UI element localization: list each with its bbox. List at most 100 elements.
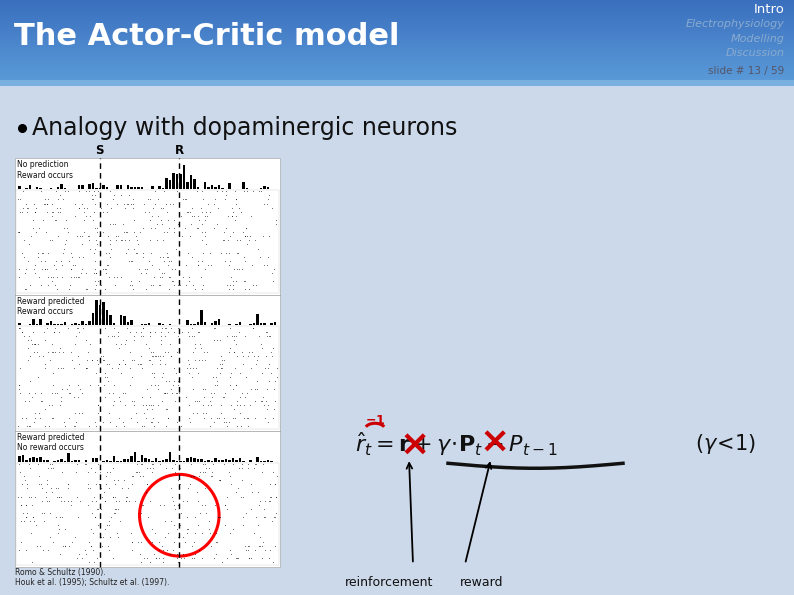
Bar xyxy=(141,187,144,189)
Bar xyxy=(88,184,91,189)
Bar xyxy=(21,455,25,462)
Bar xyxy=(120,184,122,189)
Bar xyxy=(203,322,206,325)
Bar xyxy=(200,311,203,325)
FancyBboxPatch shape xyxy=(0,11,794,12)
Bar xyxy=(137,461,140,462)
Bar xyxy=(172,173,175,189)
Bar xyxy=(18,186,21,189)
Bar xyxy=(36,187,38,189)
FancyBboxPatch shape xyxy=(0,70,794,71)
Bar xyxy=(207,187,210,189)
Bar xyxy=(78,460,80,462)
Bar xyxy=(218,186,221,189)
Text: Analogy with dopaminergic neurons: Analogy with dopaminergic neurons xyxy=(32,116,457,140)
Bar xyxy=(126,322,129,325)
Bar xyxy=(196,321,199,325)
FancyBboxPatch shape xyxy=(0,57,794,58)
Bar xyxy=(193,178,196,189)
Bar xyxy=(46,461,49,462)
Bar xyxy=(172,324,175,325)
Bar xyxy=(39,319,42,325)
Bar xyxy=(126,185,129,189)
FancyBboxPatch shape xyxy=(0,44,794,45)
Bar xyxy=(175,174,179,189)
Bar xyxy=(183,165,186,189)
FancyBboxPatch shape xyxy=(0,29,794,30)
Bar xyxy=(36,324,38,325)
Bar xyxy=(126,459,129,462)
FancyBboxPatch shape xyxy=(0,61,794,62)
Text: Discussion: Discussion xyxy=(726,48,784,58)
FancyBboxPatch shape xyxy=(0,17,794,18)
Bar xyxy=(214,459,217,462)
FancyBboxPatch shape xyxy=(0,25,794,26)
FancyBboxPatch shape xyxy=(0,41,794,42)
Bar xyxy=(71,324,74,325)
Bar xyxy=(64,188,67,189)
FancyBboxPatch shape xyxy=(0,27,794,28)
Bar xyxy=(210,461,214,462)
Bar xyxy=(193,458,196,462)
Bar xyxy=(98,305,102,325)
Bar xyxy=(67,453,70,462)
FancyBboxPatch shape xyxy=(0,48,794,49)
FancyBboxPatch shape xyxy=(0,71,794,72)
Bar xyxy=(186,183,189,189)
Text: $\mathbf{-1}$: $\mathbf{-1}$ xyxy=(364,414,385,427)
Bar xyxy=(60,184,63,189)
Bar xyxy=(39,187,42,189)
Bar xyxy=(221,188,224,189)
FancyBboxPatch shape xyxy=(0,1,794,2)
Bar xyxy=(260,188,263,189)
FancyBboxPatch shape xyxy=(16,327,279,429)
Bar xyxy=(130,187,133,189)
Bar xyxy=(29,324,32,325)
Bar xyxy=(228,183,231,189)
Bar xyxy=(46,323,49,325)
Bar xyxy=(214,187,217,189)
FancyBboxPatch shape xyxy=(0,30,794,32)
FancyBboxPatch shape xyxy=(0,2,794,3)
Bar xyxy=(235,461,238,462)
FancyBboxPatch shape xyxy=(0,49,794,50)
Bar xyxy=(120,315,122,325)
Bar xyxy=(228,459,231,462)
Bar xyxy=(155,458,157,462)
FancyBboxPatch shape xyxy=(0,35,794,36)
Bar xyxy=(273,322,276,325)
Bar xyxy=(249,460,252,462)
Bar xyxy=(88,321,91,325)
Bar xyxy=(200,459,203,462)
Bar xyxy=(56,324,60,325)
Text: slide # 13 / 59: slide # 13 / 59 xyxy=(708,65,784,76)
Bar xyxy=(113,456,115,462)
FancyBboxPatch shape xyxy=(0,46,794,48)
Bar xyxy=(106,187,109,189)
Bar xyxy=(221,460,224,462)
Bar xyxy=(102,302,105,325)
Bar xyxy=(148,323,151,325)
Bar xyxy=(263,322,266,325)
FancyBboxPatch shape xyxy=(0,39,794,40)
Bar xyxy=(25,188,28,189)
FancyBboxPatch shape xyxy=(0,74,794,75)
FancyBboxPatch shape xyxy=(0,28,794,29)
Bar xyxy=(161,461,164,462)
Bar xyxy=(106,460,109,462)
Bar xyxy=(263,186,266,189)
Bar xyxy=(91,312,94,325)
Bar xyxy=(270,323,273,325)
Bar xyxy=(49,321,52,325)
FancyBboxPatch shape xyxy=(0,32,794,33)
Bar xyxy=(183,461,186,462)
Bar xyxy=(81,185,84,189)
FancyBboxPatch shape xyxy=(0,69,794,70)
Bar xyxy=(120,461,122,462)
FancyBboxPatch shape xyxy=(0,67,794,68)
FancyBboxPatch shape xyxy=(0,52,794,53)
Bar xyxy=(116,184,119,189)
FancyBboxPatch shape xyxy=(0,73,794,74)
Bar xyxy=(210,185,214,189)
Bar xyxy=(267,187,269,189)
